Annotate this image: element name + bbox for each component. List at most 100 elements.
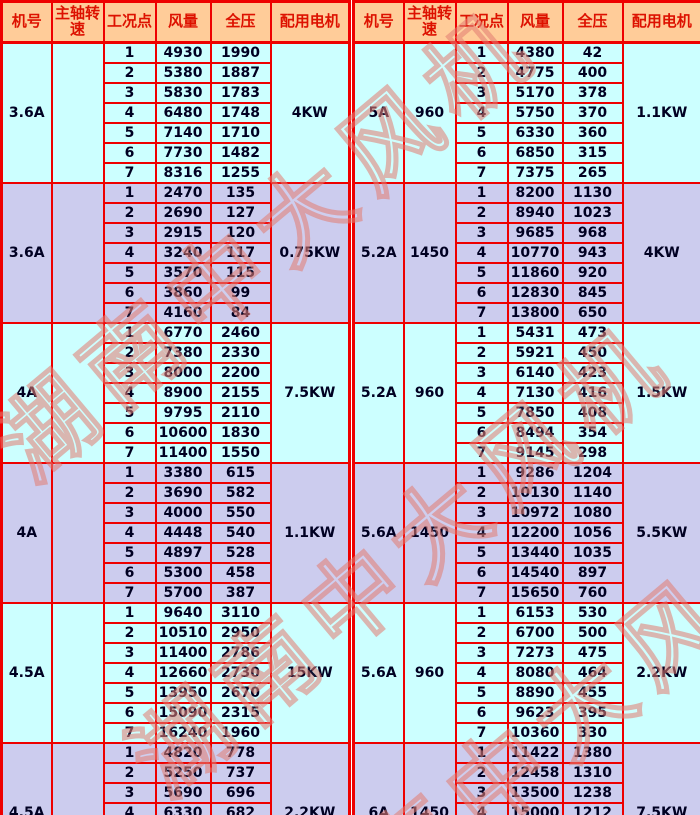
table-row: 4 12660 2730	[2, 662, 350, 684]
pressure-cell: 530	[561, 602, 624, 624]
table-row: 2 5250 737	[2, 762, 350, 784]
point-cell: 2	[454, 622, 509, 644]
table-row: 5 7850 408	[354, 402, 700, 424]
airflow-cell: 13500	[506, 782, 564, 804]
point-cell: 1	[454, 322, 509, 344]
column-header-0: 机号	[0, 0, 53, 44]
pressure-cell: 464	[561, 662, 624, 684]
pressure-cell: 450	[561, 342, 624, 364]
table-row: 4 3240 117	[2, 242, 350, 264]
table-row: 7 9145 298	[354, 442, 700, 464]
spec-block: 4.5A 1 9640 3110 15KW 2 10510 2950 3 11400 2786 4 12…	[0, 602, 351, 744]
motor-cell: 4KW	[621, 182, 700, 324]
point-cell: 6	[454, 282, 509, 304]
model-cell: 4.5A	[0, 602, 53, 744]
motor-cell: 4KW	[269, 41, 351, 184]
table-row: 4 8900 2155	[2, 382, 350, 404]
spec-block: 3.6A 1 4930 1990 4KW 2 5380 1887 3 5830 1783 4 6480 1…	[0, 41, 351, 184]
airflow-cell: 5431	[506, 322, 564, 344]
pressure-cell: 395	[561, 702, 624, 724]
pressure-cell: 897	[561, 562, 624, 584]
pressure-cell: 416	[561, 382, 624, 404]
table-row: 7 15650 760	[354, 582, 700, 604]
model-cell: 4A	[0, 322, 53, 464]
model-cell: 5.2A	[352, 182, 405, 324]
pressure-cell: 550	[209, 502, 272, 524]
motor-cell: 0.75KW	[269, 182, 351, 324]
table-row: 5 13440 1035	[354, 542, 700, 564]
speed-cell: 1450	[402, 182, 457, 324]
column-header-5: 配用电机	[621, 0, 700, 44]
pressure-cell: 360	[561, 122, 624, 144]
column-header-3: 风量	[154, 0, 212, 44]
airflow-cell: 8080	[506, 662, 564, 684]
point-cell: 3	[454, 222, 509, 244]
table-row: 4A 1 6770 2460 7.5KW	[0, 322, 351, 464]
airflow-cell: 9623	[506, 702, 564, 724]
point-cell: 2	[454, 202, 509, 224]
airflow-cell: 7730	[154, 142, 212, 164]
airflow-cell: 2915	[154, 222, 212, 244]
table-row: 5.6A 960 1 6153 530 2.2KW	[352, 602, 700, 744]
table-row: 4 6480 1748	[2, 102, 350, 124]
airflow-cell: 5700	[154, 582, 212, 604]
airflow-cell: 7380	[154, 342, 212, 364]
airflow-cell: 6330	[154, 802, 212, 815]
airflow-cell: 11400	[154, 442, 212, 464]
spec-block: 5.6A 960 1 6153 530 2.2KW 2 6700 500 3 7273 475 4 808…	[352, 602, 700, 744]
table-row: 4 7130 416	[354, 382, 700, 404]
point-cell: 6	[102, 702, 157, 724]
point-cell: 4	[454, 802, 509, 815]
spec-table-left: 机号 主轴转速 工况点 风量 全压 配用电机 3.6A 1 4930 1990 4KW 2 5380 18…	[0, 0, 351, 815]
table-row: 3 6140 423	[354, 362, 700, 384]
pressure-cell: 1830	[209, 422, 272, 444]
point-cell: 1	[454, 602, 509, 624]
spec-block: 5A 960 1 4380 42 1.1KW 2 4775 400 3 5170 378 4 5750 37…	[352, 41, 700, 184]
point-cell: 5	[454, 402, 509, 424]
table-row: 4 8080 464	[354, 662, 700, 684]
pressure-cell: 1212	[561, 802, 624, 815]
table-row: 6 9623 395	[354, 702, 700, 724]
airflow-cell: 6140	[506, 362, 564, 384]
model-cell: 5.2A	[352, 322, 405, 464]
table-row: 2 8940 1023	[354, 202, 700, 224]
pressure-cell: 540	[209, 522, 272, 544]
table-row: 6 10600 1830	[2, 422, 350, 444]
column-header-2: 工况点	[102, 0, 157, 44]
pressure-cell: 778	[209, 742, 272, 764]
pressure-cell: 1380	[561, 742, 624, 764]
point-cell: 7	[102, 302, 157, 324]
point-cell: 5	[102, 122, 157, 144]
airflow-cell: 6850	[506, 142, 564, 164]
speed-cell: 1450	[402, 462, 457, 604]
airflow-cell: 13950	[154, 682, 212, 704]
pressure-cell: 423	[561, 362, 624, 384]
table-row: 5.2A 960 1 5431 473 1.5KW	[352, 322, 700, 464]
point-cell: 3	[102, 362, 157, 384]
point-cell: 1	[454, 742, 509, 764]
airflow-cell: 7140	[154, 122, 212, 144]
speed-cell: 960	[402, 41, 457, 184]
pressure-cell: 315	[561, 142, 624, 164]
pressure-cell: 528	[209, 542, 272, 564]
motor-cell: 7.5KW	[269, 322, 351, 464]
speed-cell	[50, 602, 105, 744]
pressure-cell: 696	[209, 782, 272, 804]
model-cell: 5A	[352, 41, 405, 184]
model-cell: 5.6A	[352, 462, 405, 604]
airflow-cell: 8000	[154, 362, 212, 384]
airflow-cell: 8316	[154, 162, 212, 184]
point-cell: 5	[102, 682, 157, 704]
table-row: 5.2A 1450 1 8200 1130 4KW	[352, 182, 700, 324]
column-header-5: 配用电机	[269, 0, 351, 44]
point-cell: 1	[102, 602, 157, 624]
pressure-cell: 500	[561, 622, 624, 644]
pressure-cell: 298	[561, 442, 624, 464]
airflow-cell: 15650	[506, 582, 564, 604]
table-row: 3 8000 2200	[2, 362, 350, 384]
airflow-cell: 9286	[506, 462, 564, 484]
airflow-cell: 10510	[154, 622, 212, 644]
airflow-cell: 8900	[154, 382, 212, 404]
airflow-cell: 16240	[154, 722, 212, 744]
table-row: 6 3860 99	[2, 282, 350, 304]
